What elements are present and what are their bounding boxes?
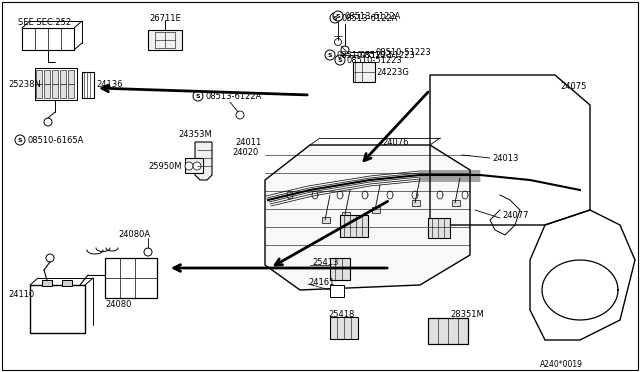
- Bar: [60, 70, 66, 84]
- Text: 25950M: 25950M: [148, 162, 182, 171]
- Text: 24110: 24110: [8, 290, 35, 299]
- Bar: [82, 72, 94, 98]
- Text: 24077: 24077: [502, 211, 529, 219]
- Text: 25413: 25413: [312, 258, 339, 267]
- Text: 08510-51223: 08510-51223: [337, 51, 393, 60]
- Circle shape: [193, 162, 201, 170]
- Bar: [428, 218, 450, 238]
- Bar: [340, 215, 368, 237]
- Circle shape: [330, 13, 340, 23]
- Text: S: S: [336, 13, 340, 19]
- Circle shape: [185, 162, 193, 170]
- Bar: [452, 200, 460, 206]
- Circle shape: [335, 38, 342, 45]
- Bar: [428, 318, 468, 344]
- Circle shape: [144, 248, 152, 256]
- Polygon shape: [148, 30, 182, 50]
- Bar: [68, 84, 74, 98]
- Text: 24075: 24075: [560, 82, 586, 91]
- Text: 08510-51223: 08510-51223: [347, 55, 403, 64]
- Bar: [60, 84, 66, 98]
- Text: 25238N: 25238N: [8, 80, 41, 89]
- Bar: [44, 84, 50, 98]
- Text: 24076: 24076: [382, 138, 408, 147]
- Bar: [30, 285, 85, 333]
- Text: 24136: 24136: [96, 80, 122, 89]
- Circle shape: [46, 254, 54, 262]
- Text: S: S: [333, 16, 337, 20]
- Bar: [330, 285, 344, 297]
- Bar: [322, 217, 330, 223]
- Text: 24353M: 24353M: [178, 130, 212, 139]
- Bar: [36, 70, 42, 84]
- Text: 08513-6122A: 08513-6122A: [342, 13, 398, 22]
- Circle shape: [236, 111, 244, 119]
- Bar: [52, 70, 58, 84]
- Circle shape: [335, 55, 345, 65]
- Text: 08513-6122A: 08513-6122A: [345, 12, 401, 20]
- Text: 24223G: 24223G: [376, 67, 409, 77]
- Bar: [36, 84, 42, 98]
- Text: 25418: 25418: [328, 310, 355, 319]
- Bar: [42, 280, 52, 286]
- Text: 08510-51223: 08510-51223: [376, 48, 432, 57]
- Text: A240*0019: A240*0019: [540, 360, 583, 369]
- Text: 24020: 24020: [232, 148, 259, 157]
- Bar: [330, 258, 350, 280]
- Circle shape: [44, 118, 52, 126]
- Bar: [44, 70, 50, 84]
- Text: S: S: [338, 58, 342, 62]
- Bar: [353, 62, 375, 82]
- Bar: [105, 258, 157, 298]
- Text: 24080A: 24080A: [118, 230, 150, 239]
- Bar: [342, 212, 350, 218]
- Text: S: S: [18, 138, 22, 142]
- Circle shape: [333, 11, 343, 21]
- Text: S: S: [196, 93, 200, 99]
- Text: 28351M: 28351M: [450, 310, 484, 319]
- Text: 08510-51223: 08510-51223: [360, 51, 416, 60]
- Polygon shape: [265, 145, 470, 290]
- Circle shape: [325, 50, 335, 60]
- Bar: [62, 280, 72, 286]
- Text: 24011: 24011: [235, 138, 261, 147]
- Bar: [35, 68, 77, 100]
- Circle shape: [341, 46, 349, 54]
- Circle shape: [193, 91, 203, 101]
- Bar: [68, 70, 74, 84]
- Bar: [372, 207, 380, 213]
- Bar: [330, 317, 358, 339]
- Text: 08513-6122A: 08513-6122A: [205, 92, 261, 100]
- Text: 24013: 24013: [492, 154, 518, 163]
- Bar: [52, 84, 58, 98]
- Text: SEE SEC.252: SEE SEC.252: [18, 18, 71, 27]
- Text: S: S: [328, 52, 332, 58]
- Bar: [22, 28, 74, 50]
- Text: 08510-6165A: 08510-6165A: [27, 135, 83, 144]
- Text: 24080: 24080: [105, 300, 131, 309]
- Polygon shape: [195, 142, 212, 180]
- Text: 26711E: 26711E: [149, 14, 181, 23]
- Bar: [185, 158, 203, 173]
- Circle shape: [15, 135, 25, 145]
- Bar: [412, 200, 420, 206]
- Text: 24161: 24161: [308, 278, 334, 287]
